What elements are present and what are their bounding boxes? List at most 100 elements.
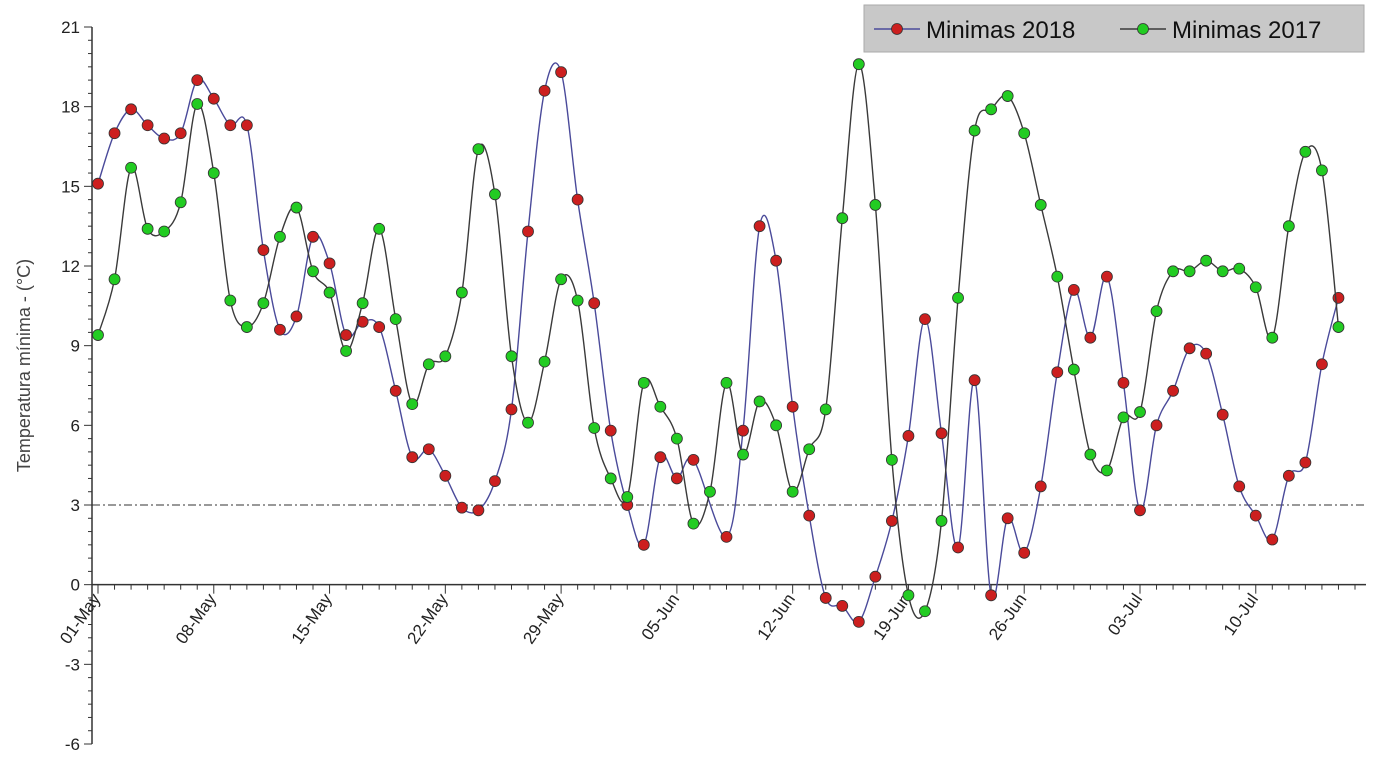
data-point — [1316, 164, 1328, 177]
data-point — [571, 294, 584, 307]
data-point — [786, 485, 799, 498]
data-point — [505, 403, 518, 416]
x-tick-label: 22-May — [404, 590, 452, 648]
data-point — [125, 103, 137, 116]
data-point — [1018, 546, 1031, 559]
data-point — [720, 530, 733, 543]
data-point — [919, 313, 931, 326]
data-point — [207, 92, 220, 105]
data-point — [340, 345, 352, 357]
data-point — [935, 427, 948, 440]
legend-entry-0: Minimas 2018 — [874, 17, 1075, 44]
data-point — [819, 403, 832, 416]
data-point — [240, 119, 253, 132]
y-tick-label: -6 — [65, 735, 80, 754]
legend-entry-1: Minimas 2017 — [1120, 17, 1321, 44]
data-point — [935, 515, 948, 527]
data-point — [819, 592, 832, 604]
data-point — [108, 127, 121, 140]
series-line — [97, 62, 1340, 624]
data-point — [538, 355, 551, 368]
x-axis: 01-May 08-May 15-May 22-May 29-May 05-Jun 12-J… — [56, 583, 1366, 648]
data-point — [472, 504, 485, 517]
data-point — [555, 273, 568, 286]
data-point — [1167, 384, 1179, 397]
data-point — [604, 424, 617, 437]
data-point — [1034, 480, 1047, 493]
data-point — [1266, 533, 1279, 546]
data-point — [1117, 411, 1130, 424]
y-axis: -6 -3 0 3 6 9 12 15 18 21 — [61, 18, 93, 754]
x-tick-label: 03-Jul — [1104, 590, 1146, 639]
data-point — [753, 220, 766, 233]
data-point — [1150, 305, 1163, 318]
data-point — [1034, 199, 1047, 211]
data-point — [1084, 331, 1097, 344]
data-point — [1200, 254, 1213, 267]
data-point — [621, 491, 634, 503]
legend-label: Minimas 2018 — [926, 17, 1075, 44]
data-point — [92, 177, 104, 190]
data-point — [389, 384, 402, 397]
data-point — [125, 161, 137, 174]
data-point — [323, 257, 336, 270]
data-point — [968, 374, 981, 387]
data-point — [770, 254, 783, 267]
data-point — [439, 350, 452, 363]
data-point — [307, 230, 319, 243]
y-axis-title: Temperatura mínima - (°C) — [14, 259, 34, 472]
legend: Minimas 2018 Minimas 2017 — [863, 4, 1365, 53]
data-point — [852, 615, 865, 628]
series-1 — [92, 58, 1345, 619]
data-point — [687, 453, 700, 466]
data-point — [323, 286, 336, 299]
data-point — [472, 143, 485, 156]
data-point — [489, 475, 501, 488]
data-point — [522, 225, 534, 238]
data-point — [1150, 419, 1163, 432]
data-point — [406, 398, 419, 410]
data-point — [1233, 480, 1246, 493]
data-point — [1332, 291, 1345, 304]
data-point — [836, 600, 849, 612]
data-point — [1266, 331, 1279, 344]
data-point — [307, 265, 319, 278]
data-point — [1117, 376, 1130, 389]
data-point — [1001, 90, 1014, 102]
data-point — [753, 395, 766, 408]
data-point — [1183, 342, 1196, 355]
data-point — [985, 103, 998, 116]
data-point — [373, 222, 386, 235]
data-point — [240, 321, 253, 333]
data-point — [588, 297, 601, 310]
legend-label: Minimas 2017 — [1172, 17, 1321, 44]
legend-box — [863, 4, 1365, 53]
data-point — [224, 294, 237, 307]
data-point — [571, 193, 584, 206]
data-point — [207, 167, 220, 179]
data-point — [704, 485, 716, 498]
x-tick-label: 15-May — [288, 590, 336, 648]
data-point — [737, 424, 749, 437]
data-point — [885, 453, 898, 466]
data-point — [92, 329, 104, 341]
data-point — [191, 74, 204, 87]
y-tick-label: 0 — [71, 576, 80, 595]
y-tick-label: 15 — [61, 177, 80, 196]
data-point — [422, 443, 435, 456]
data-point — [1282, 469, 1295, 482]
data-point — [389, 313, 402, 326]
data-point — [1249, 509, 1262, 522]
x-tick-label: 01-May — [56, 590, 104, 648]
series-0 — [92, 62, 1345, 628]
data-point — [588, 422, 601, 434]
y-tick-label: 18 — [61, 98, 80, 117]
data-point — [1332, 321, 1345, 333]
data-point — [1051, 270, 1064, 283]
data-point — [439, 469, 452, 482]
y-tick-label: 6 — [71, 416, 80, 435]
data-point — [985, 589, 998, 602]
data-point — [604, 472, 617, 485]
data-point — [670, 472, 683, 485]
